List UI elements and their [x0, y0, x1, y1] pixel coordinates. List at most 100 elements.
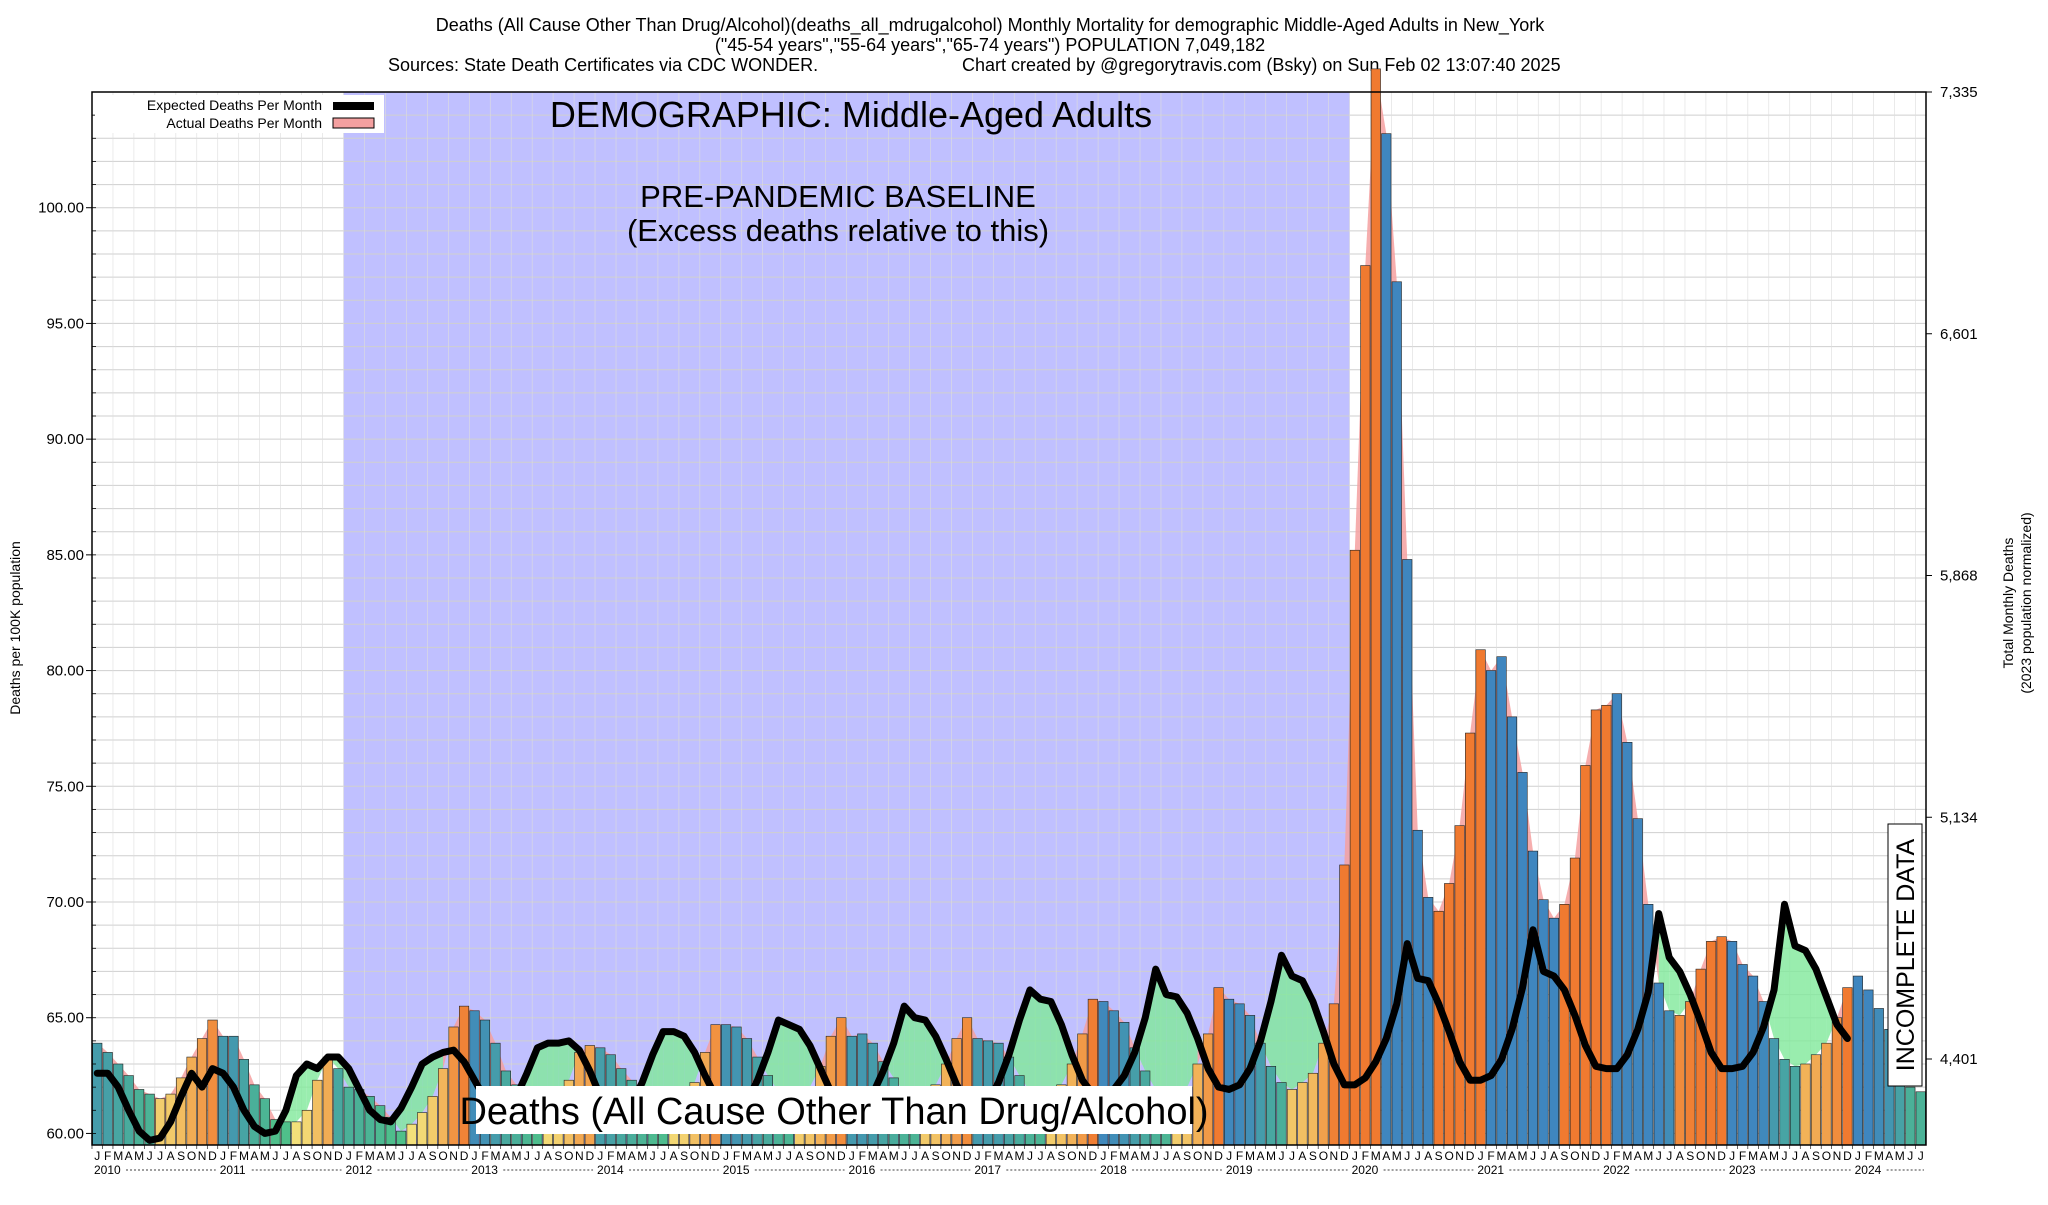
x-month-label: O	[1570, 1149, 1579, 1163]
x-month-label: N	[952, 1149, 961, 1163]
x-year-label: 2023	[1729, 1163, 1756, 1177]
actual-bar	[92, 1042, 103, 1146]
bottom-label-box	[476, 1086, 1192, 1134]
x-month-label: O	[1193, 1149, 1202, 1163]
actual-bar	[207, 1019, 218, 1146]
x-month-label: M	[1497, 1149, 1507, 1163]
x-month-label: J	[1163, 1149, 1169, 1163]
actual-bar	[1412, 829, 1423, 1146]
x-month-label: A	[1424, 1149, 1432, 1163]
actual-bar	[1695, 968, 1706, 1146]
deficit-area	[1302, 980, 1313, 1083]
chart-title-line1: Deaths (All Cause Other Than Drug/Alcoho…	[436, 15, 1546, 36]
x-month-label: M	[1643, 1149, 1653, 1163]
y2-axis-title-line2: (2023 population normalized)	[2018, 512, 2034, 693]
deficit-area	[1176, 996, 1188, 1099]
x-month-label: M	[1518, 1149, 1528, 1163]
x-month-label: S	[680, 1149, 688, 1163]
x-month-label: A	[879, 1149, 887, 1163]
x-month-label: O	[1822, 1149, 1831, 1163]
x-month-label: J	[472, 1149, 478, 1163]
x-year-label: 2012	[346, 1163, 373, 1177]
x-month-label: J	[1037, 1149, 1043, 1163]
x-month-label: O	[816, 1149, 825, 1163]
x-month-label: A	[250, 1149, 258, 1163]
x-month-label: D	[208, 1149, 217, 1163]
actual-bar	[113, 1063, 124, 1146]
legend-expected-swatch	[333, 102, 374, 110]
actual-bar	[438, 1068, 449, 1146]
actual-bar	[1527, 850, 1539, 1146]
x-month-label: N	[1833, 1149, 1842, 1163]
x-month-label: N	[1581, 1149, 1590, 1163]
x-month-label: M	[994, 1149, 1004, 1163]
x-month-label: A	[921, 1149, 929, 1163]
deficit-area	[778, 1020, 789, 1099]
x-month-label: J	[1603, 1149, 1609, 1163]
actual-bar	[1716, 936, 1727, 1146]
x-month-label: S	[1309, 1149, 1317, 1163]
x-month-label: O	[313, 1149, 322, 1163]
deficit-area	[1271, 955, 1282, 1083]
actual-bar	[1349, 549, 1360, 1146]
deficit-area	[1281, 955, 1292, 1090]
x-month-label: A	[292, 1149, 300, 1163]
actual-bar	[1496, 656, 1507, 1146]
actual-bar	[1852, 975, 1863, 1146]
x-month-label: F	[356, 1149, 363, 1163]
x-month-label: D	[963, 1149, 972, 1163]
y-axis-title: Deaths per 100K population	[7, 541, 23, 715]
x-month-label: F	[733, 1149, 740, 1163]
x-month-label: O	[1319, 1149, 1328, 1163]
actual-bar	[1685, 1001, 1696, 1146]
x-month-label: F	[984, 1149, 991, 1163]
actual-bar	[1265, 1066, 1277, 1146]
actual-bar	[1810, 1054, 1821, 1146]
x-month-label: D	[1843, 1149, 1852, 1163]
actual-bar	[217, 1035, 229, 1146]
x-month-label: A	[544, 1149, 552, 1163]
x-month-label: S	[554, 1149, 562, 1163]
actual-bar	[1454, 825, 1465, 1146]
x-month-label: N	[449, 1149, 458, 1163]
actual-bar	[1769, 1038, 1780, 1146]
x-month-label: M	[490, 1149, 500, 1163]
x-month-label: D	[1089, 1149, 1098, 1163]
actual-bar	[1276, 1082, 1287, 1146]
actual-bar	[1433, 910, 1444, 1146]
actual-bar	[1789, 1066, 1801, 1146]
x-month-label: M	[889, 1149, 899, 1163]
bottom-series-label: Deaths (All Cause Other Than Drug/Alcoho…	[459, 1091, 1208, 1133]
actual-bar	[1821, 1042, 1832, 1146]
x-month-label: D	[837, 1149, 846, 1163]
actual-bar	[1475, 649, 1486, 1146]
actual-bar	[427, 1096, 438, 1146]
x-month-label: A	[418, 1149, 426, 1163]
actual-bar	[1779, 1059, 1790, 1146]
x-month-label: J	[1352, 1149, 1358, 1163]
x-year-label: 2011	[220, 1163, 246, 1177]
actual-bar	[280, 1121, 291, 1146]
x-month-label: A	[502, 1149, 510, 1163]
actual-bar	[1580, 765, 1591, 1146]
actual-bar	[1611, 693, 1622, 1146]
x-month-label: J	[1153, 1149, 1159, 1163]
x-month-label: J	[901, 1149, 907, 1163]
x-month-label: M	[134, 1149, 144, 1163]
y-tick-label: 70.00	[46, 894, 84, 911]
x-month-label: F	[1362, 1149, 1369, 1163]
y-tick-label: 90.00	[46, 431, 84, 448]
x-month-label: M	[637, 1149, 647, 1163]
x-month-label: F	[1110, 1149, 1117, 1163]
actual-bar	[259, 1098, 270, 1146]
x-month-label: A	[1173, 1149, 1181, 1163]
deficit-area	[306, 1064, 318, 1111]
x-month-label: D	[1214, 1149, 1223, 1163]
x-month-label: J	[346, 1149, 352, 1163]
x-month-label: N	[1455, 1149, 1464, 1163]
x-month-label: M	[742, 1149, 752, 1163]
actual-bar	[1800, 1063, 1811, 1146]
x-month-label: J	[94, 1149, 100, 1163]
actual-bar	[1339, 864, 1350, 1146]
